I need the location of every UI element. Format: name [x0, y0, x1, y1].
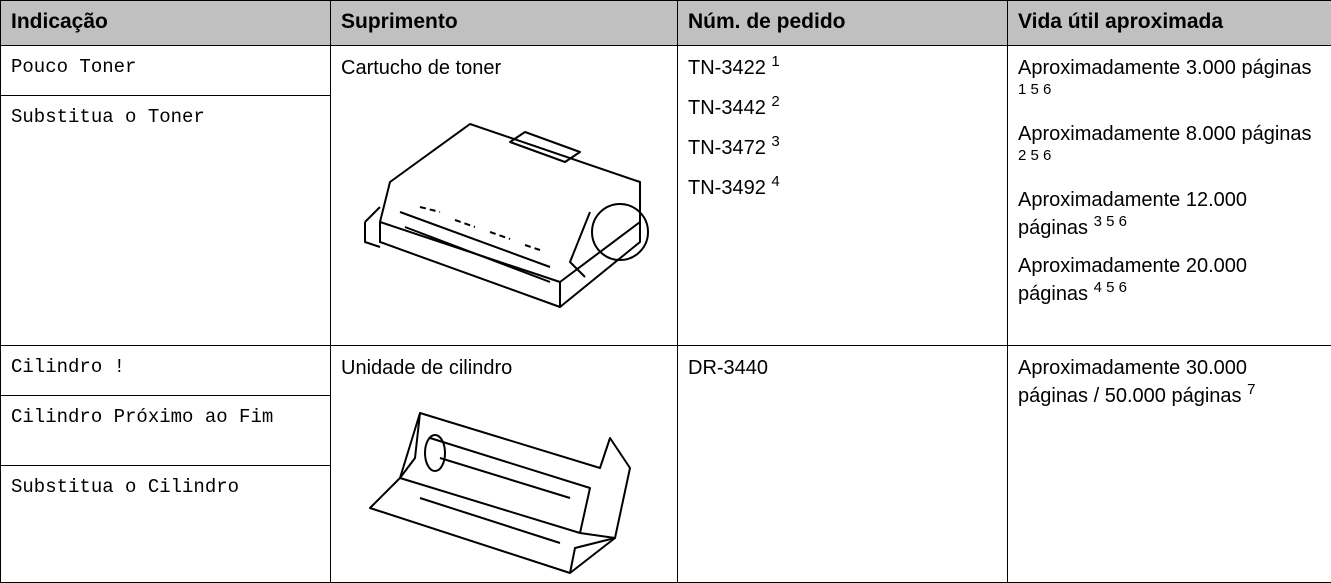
order-number: TN-3422 1 [688, 54, 997, 82]
indication: Pouco Toner [0, 45, 331, 96]
order-code: TN-3442 [688, 97, 766, 119]
order-code: TN-3422 [688, 57, 766, 79]
indication: Substitua o Toner [0, 95, 331, 346]
life-text: Aproximadamente 30.000 páginas / 50.000 … [1018, 357, 1248, 407]
footnote: 3 [771, 133, 780, 150]
order-number: TN-3492 4 [688, 174, 997, 202]
life-text: Aproximadamente 20.000 páginas [1018, 255, 1248, 305]
indication: Substitua o Cilindro [0, 465, 331, 583]
toner-cartridge-image [364, 123, 649, 308]
life-entry: Aproximadamente 3.000 páginas 1 5 6 [1018, 54, 1321, 110]
life-text: Aproximadamente 12.000 páginas [1018, 189, 1248, 239]
footnote: 3 5 6 [1093, 213, 1127, 230]
order-code: TN-3472 [688, 137, 766, 159]
footnote: 2 5 6 [1018, 147, 1052, 164]
footnote: 1 5 6 [1018, 81, 1052, 98]
order-code: DR-3440 [688, 357, 769, 379]
footnote: 4 5 6 [1093, 279, 1127, 296]
footnote: 4 [771, 173, 780, 190]
order-number: TN-3442 2 [688, 94, 997, 122]
order-number: DR-3440 [688, 354, 997, 382]
order-cell: DR-3440 [677, 345, 1008, 583]
life-entry: Aproximadamente 20.000 páginas 4 5 6 [1018, 252, 1321, 308]
life-cell: Aproximadamente 30.000 páginas / 50.000 … [1007, 345, 1331, 583]
indication: Cilindro Próximo ao Fim [0, 395, 331, 466]
header-cell: Núm. de pedido [677, 0, 1008, 46]
order-code: TN-3492 [688, 177, 766, 199]
life-cell: Aproximadamente 3.000 páginas 1 5 6 Aprox… [1007, 45, 1331, 346]
life-entry: Aproximadamente 8.000 páginas 2 5 6 [1018, 120, 1321, 176]
header-cell: Suprimento [330, 0, 678, 46]
life-entry: Aproximadamente 30.000 páginas / 50.000 … [1018, 354, 1321, 410]
life-entry: Aproximadamente 12.000 páginas 3 5 6 [1018, 186, 1321, 242]
footnote: 1 [771, 53, 780, 70]
life-text: Aproximadamente 8.000 páginas [1018, 123, 1312, 145]
drum-unit-image [369, 412, 631, 574]
footnote: 7 [1247, 381, 1256, 398]
footnote: 2 [771, 93, 780, 110]
indication: Cilindro ! [0, 345, 331, 396]
header-cell: Indicação [0, 0, 331, 46]
order-number: TN-3472 3 [688, 134, 997, 162]
order-cell: TN-3422 1 TN-3442 2 TN-3472 3 TN-3492 4 [677, 45, 1008, 346]
header-cell: Vida útil aproximada [1007, 0, 1331, 46]
life-text: Aproximadamente 3.000 páginas [1018, 57, 1312, 79]
